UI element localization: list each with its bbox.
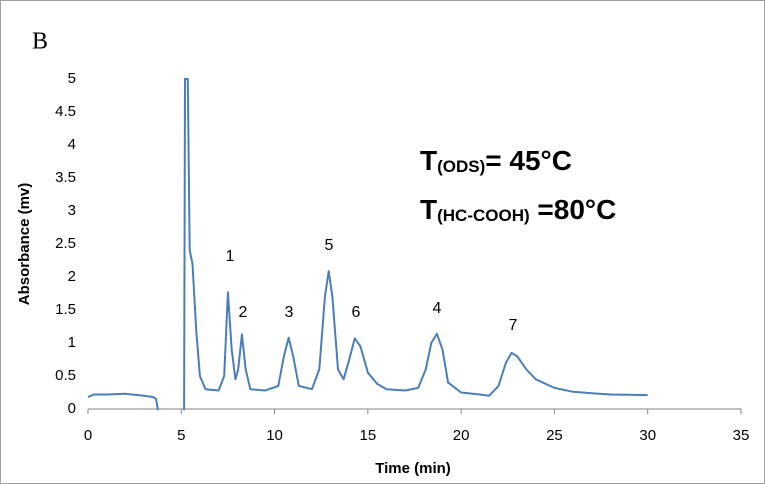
x-axis-label: Time (min) <box>375 460 451 477</box>
condition-text: T(ODS)= 45°C <box>420 145 572 176</box>
panel-label: B <box>32 29 48 55</box>
y-tick-label: 2.5 <box>55 235 76 252</box>
peak-label: 7 <box>509 317 518 334</box>
condition-part: (HC-COOH) <box>437 206 530 225</box>
peak-label: 5 <box>325 237 334 254</box>
condition-part: T <box>420 194 437 225</box>
condition-part: T <box>420 145 437 176</box>
y-axis-label: Absorbance (mv) <box>16 183 33 306</box>
y-tick-label: 3.5 <box>55 169 76 186</box>
peak-label: 3 <box>285 304 294 321</box>
condition-part: =80°C <box>530 194 617 225</box>
y-tick-label: 0 <box>68 400 76 417</box>
x-tick-label: 30 <box>639 427 656 444</box>
x-tick-label: 10 <box>266 427 283 444</box>
peak-label: 4 <box>433 300 442 317</box>
peak-label: 2 <box>239 304 248 321</box>
y-tick-label: 5 <box>68 70 76 87</box>
chromatogram-line <box>87 78 648 411</box>
condition-text: T(HC-COOH) =80°C <box>420 194 616 225</box>
y-tick-label: 1.5 <box>55 301 76 318</box>
y-tick-label: 4.5 <box>55 103 76 120</box>
condition-part: (ODS) <box>437 157 485 176</box>
x-tick-label: 0 <box>84 427 92 444</box>
y-tick-label: 4 <box>68 136 76 153</box>
x-tick-label: 5 <box>177 427 185 444</box>
peak-label: 6 <box>352 304 361 321</box>
y-tick-label: 3 <box>68 202 76 219</box>
x-tick-label: 35 <box>733 427 750 444</box>
x-tick-label: 25 <box>546 427 563 444</box>
x-tick-label: 20 <box>453 427 470 444</box>
y-tick-label: 1 <box>68 334 76 351</box>
x-tick-label: 15 <box>360 427 377 444</box>
y-tick-label: 0.5 <box>55 367 76 384</box>
condition-part: = 45°C <box>485 145 572 176</box>
peak-label: 1 <box>226 248 235 265</box>
y-tick-label: 2 <box>68 268 76 285</box>
